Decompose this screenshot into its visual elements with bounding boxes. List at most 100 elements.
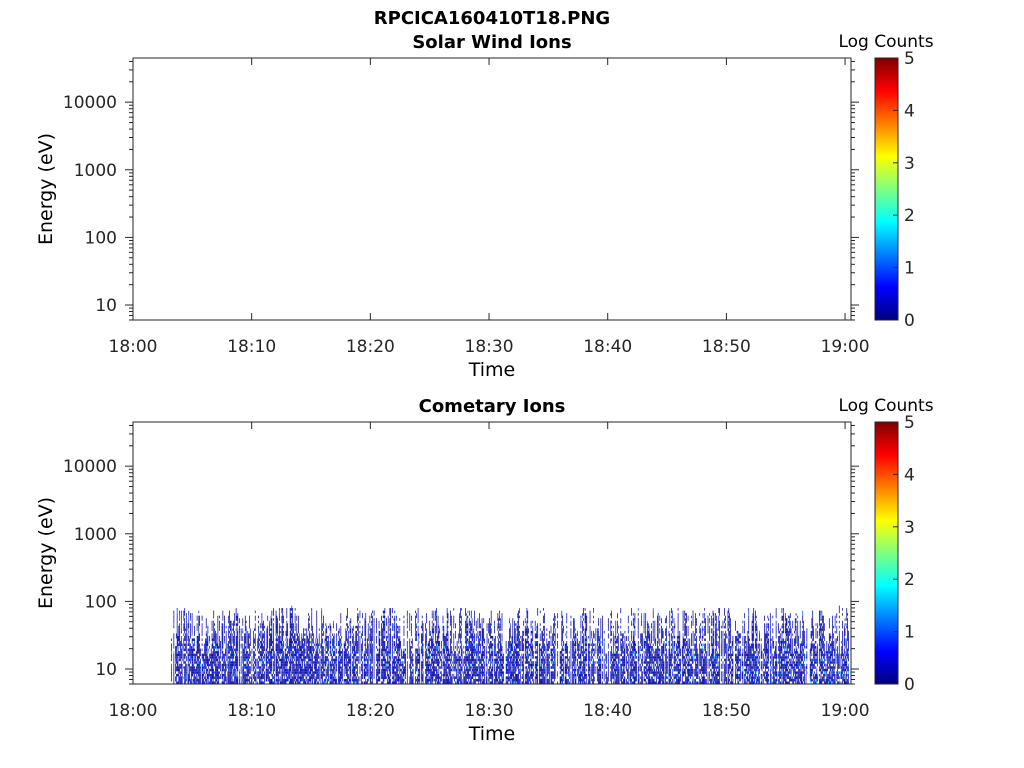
spectrogram-cell	[244, 638, 245, 641]
spectrogram-cell	[193, 651, 194, 654]
spectrogram-cell	[290, 671, 291, 674]
spectrogram-cell	[243, 661, 244, 664]
spectrogram-cell	[249, 656, 250, 659]
spectrogram-cell	[296, 633, 297, 636]
spectrogram-cell	[394, 674, 395, 677]
spectrogram-cell	[290, 669, 291, 672]
spectrogram-cell	[366, 649, 367, 652]
spectrogram-cell	[334, 679, 335, 682]
spectrogram-cell	[178, 641, 179, 644]
spectrogram-cell	[216, 666, 217, 669]
spectrogram-cell	[300, 644, 301, 647]
spectrogram-cell	[282, 633, 283, 636]
spectrogram-cell	[242, 679, 243, 682]
spectrogram-cell	[291, 654, 292, 657]
spectrogram-cell	[225, 661, 226, 664]
spectrogram-cell	[242, 654, 243, 657]
spectrogram-cell	[191, 654, 192, 657]
spectrogram-cell	[407, 676, 408, 679]
spectrogram-cell	[194, 674, 195, 677]
spectrogram-cell	[292, 646, 293, 649]
spectrogram-cell	[190, 628, 191, 631]
spectrogram-cell	[281, 621, 282, 624]
spectrogram-cell	[433, 641, 434, 644]
spectrogram-cell	[276, 656, 277, 659]
spectrogram-cell	[395, 656, 396, 659]
spectrogram-cell	[270, 671, 271, 674]
spectrogram-cell	[419, 679, 420, 682]
spectrogram-cell	[429, 664, 430, 667]
spectrogram-cell	[262, 654, 263, 657]
spectrogram-cell	[207, 649, 208, 652]
spectrogram-cell	[239, 656, 240, 659]
spectrogram-cell	[330, 676, 331, 679]
spectrogram-cell	[180, 674, 181, 677]
spectrogram-cell	[371, 628, 372, 631]
spectrogram-cell	[349, 666, 350, 669]
spectrogram-cell	[371, 638, 372, 641]
spectrogram-cell	[222, 636, 223, 639]
spectrogram-cell	[200, 674, 201, 677]
spectrogram-cell	[245, 621, 246, 624]
spectrogram-cell	[276, 644, 277, 647]
spectrogram-cell	[171, 679, 172, 682]
spectrogram-cell	[326, 679, 327, 682]
spectrogram-cell	[296, 631, 297, 634]
spectrogram-cell	[205, 664, 206, 667]
spectrogram-cell	[372, 656, 373, 659]
spectrogram-cell	[307, 674, 308, 677]
spectrogram-cell	[267, 616, 268, 619]
spectrogram-cell	[178, 671, 179, 674]
spectrogram-cell	[371, 654, 372, 657]
spectrogram-cell	[281, 641, 282, 644]
spectrogram-cell	[417, 649, 418, 652]
spectrogram-cell	[318, 671, 319, 674]
spectrogram-cell	[279, 664, 280, 667]
spectrogram-cell	[228, 646, 229, 649]
spectrogram-cell	[308, 671, 309, 674]
spectrogram-cell	[401, 654, 402, 657]
spectrogram-cell	[342, 654, 343, 657]
spectrogram-cell	[353, 638, 354, 641]
spectrogram-cell	[324, 679, 325, 682]
spectrogram-cell	[288, 649, 289, 652]
spectrogram-cell	[281, 628, 282, 631]
spectrogram-cell	[281, 608, 282, 611]
spectrogram-cell	[191, 674, 192, 677]
spectrogram-cell	[336, 666, 337, 669]
spectrogram-cell	[283, 671, 284, 674]
spectrogram-cell	[188, 633, 189, 636]
spectrogram-cell	[179, 613, 180, 616]
spectrogram-cell	[358, 623, 359, 626]
spectrogram-cell	[183, 666, 184, 669]
spectrogram-cell	[321, 674, 322, 677]
spectrogram-cell	[185, 676, 186, 679]
spectrogram-cell	[272, 674, 273, 677]
spectrogram-cell	[296, 676, 297, 679]
spectrogram-cell	[310, 671, 311, 674]
spectrogram-cell	[215, 674, 216, 677]
spectrogram-cell	[334, 671, 335, 674]
spectrogram-cell	[186, 623, 187, 626]
spectrogram-cell	[181, 644, 182, 647]
spectrogram-cell	[230, 664, 231, 667]
spectrogram-cell	[400, 669, 401, 672]
spectrogram-cell	[429, 654, 430, 657]
spectrogram-cell	[231, 621, 232, 624]
spectrogram-cell	[429, 631, 430, 634]
spectrogram-cell	[271, 661, 272, 664]
spectrogram-cell	[357, 633, 358, 636]
spectrogram-cell	[271, 623, 272, 626]
spectrogram-cell	[267, 656, 268, 659]
spectrogram-cell	[390, 649, 391, 652]
spectrogram-cell	[404, 679, 405, 682]
spectrogram-cell	[309, 654, 310, 657]
spectrogram-cell	[376, 631, 377, 634]
spectrogram-cell	[291, 649, 292, 652]
spectrogram-cell	[236, 676, 237, 679]
spectrogram-cell	[390, 608, 391, 611]
spectrogram-cell	[431, 679, 432, 682]
spectrogram-cell	[301, 661, 302, 664]
spectrogram-cell	[296, 669, 297, 672]
spectrogram-cell	[193, 649, 194, 652]
